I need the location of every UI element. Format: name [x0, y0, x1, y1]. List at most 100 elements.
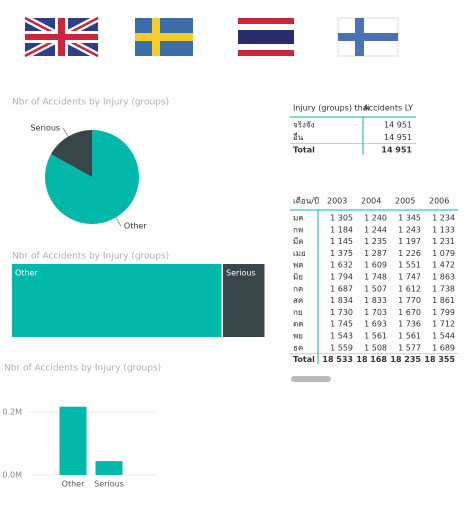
table-cell: 1 507: [364, 284, 387, 293]
table-cell: 1 738: [432, 284, 455, 293]
table-cell: สค: [293, 296, 303, 305]
table-cell: 1 799: [432, 308, 455, 317]
table-cell: 1 231: [432, 237, 455, 246]
table-cell: 1 670: [398, 308, 421, 317]
table-cell: 1 863: [432, 273, 455, 282]
table-cell: 1 226: [398, 249, 421, 258]
table-cell: 1 730: [330, 308, 353, 317]
table-cell: 1 145: [330, 237, 353, 246]
table-cell: พค: [293, 261, 304, 270]
table-cell: 1 375: [330, 249, 353, 258]
flag-sweden[interactable]: [135, 18, 193, 56]
table-cell: 1 689: [432, 343, 455, 352]
table-cell: 1 508: [364, 343, 387, 352]
chart-title: Nbr of Accidents by Injury (groups): [12, 98, 169, 108]
table-cell: 1 244: [364, 225, 387, 234]
table-header: เดือน/ปี: [293, 197, 319, 206]
table-cell: 1 133: [432, 225, 455, 234]
table-cell: 14 951: [384, 133, 412, 142]
table-cell: 1 687: [330, 284, 353, 293]
table-header: Injury (groups) thai: [293, 104, 370, 113]
table-header: 2006: [429, 197, 449, 206]
table-cell: 1 345: [398, 214, 421, 223]
table-cell: 14 951: [384, 121, 412, 130]
leader-line: [62, 127, 69, 137]
bar: [95, 461, 123, 475]
table-cell: 1 747: [398, 273, 421, 282]
table-cell: 1 770: [398, 296, 421, 305]
x-tick-label: Serious: [94, 480, 124, 489]
table-cell: 1 243: [398, 225, 421, 234]
table-header: 2005: [395, 197, 415, 206]
table-cell: 1 577: [398, 343, 421, 352]
table-cell: 1 703: [364, 308, 387, 317]
treemap-tile: [223, 264, 265, 337]
table-cell: 1 561: [364, 332, 387, 341]
table-cell: 1 287: [364, 249, 387, 258]
table-cell: ตค: [293, 320, 304, 329]
table-cell: 1 551: [398, 261, 421, 270]
table-cell: 1 861: [432, 296, 455, 305]
table-cell: 1 632: [330, 261, 353, 270]
table-cell: เมย: [293, 249, 306, 258]
table-cell: 1 794: [330, 273, 353, 282]
pie-slice: [50, 130, 92, 177]
table-cell: กค: [293, 284, 303, 293]
y-tick-label: 0.2M: [2, 407, 22, 416]
leader-line: [115, 217, 122, 227]
table-cell: มค: [293, 214, 304, 223]
tile-label: Serious: [226, 269, 256, 278]
chart-title: Nbr of Accidents by Injury (groups): [12, 252, 169, 262]
table-cell: 1 184: [330, 225, 353, 234]
table-cell: 1 559: [330, 343, 353, 352]
table-cell: 18 168: [356, 355, 387, 364]
table-header: Accidents LY: [363, 104, 413, 113]
table-cell: 1 305: [330, 214, 353, 223]
table-cell: 1 240: [364, 214, 387, 223]
table-cell: 1 712: [432, 320, 455, 329]
table-cell: 1 736: [398, 320, 421, 329]
scrollbar[interactable]: [291, 376, 331, 382]
table-cell: อื่น: [293, 131, 304, 142]
table-cell: 1 543: [330, 332, 353, 341]
table-cell: 1 834: [330, 296, 353, 305]
table-cell: 1 234: [432, 214, 455, 223]
x-tick-label: Other: [62, 480, 85, 489]
chart-title: Nbr of Accidents by Injury (groups): [4, 364, 161, 374]
flag-finland[interactable]: [337, 17, 399, 57]
flag-thailand[interactable]: [238, 18, 294, 56]
table-cell: จริงจัง: [293, 121, 315, 130]
table-cell: 1 197: [398, 237, 421, 246]
bar: [59, 406, 87, 475]
tile-label: Other: [15, 269, 38, 278]
table-cell: 14 951: [381, 146, 412, 155]
table-cell: 18 235: [390, 355, 421, 364]
table-cell: 1 609: [364, 261, 387, 270]
table-cell: มีค: [293, 237, 304, 246]
slice-label: Serious: [30, 123, 60, 132]
table-cell: 1 544: [432, 332, 455, 341]
table-cell: กพ: [293, 225, 303, 234]
table-cell: พย: [293, 332, 303, 341]
table-cell: 1 693: [364, 320, 387, 329]
table-header: 2003: [327, 197, 347, 206]
table-cell: Total: [293, 146, 315, 155]
y-tick-label: 0.0M: [2, 471, 22, 480]
table-cell: 1 833: [364, 296, 387, 305]
table-cell: 1 472: [432, 261, 455, 270]
table-cell: Total: [293, 355, 315, 364]
table-cell: 18 355: [424, 355, 455, 364]
table-cell: 1 745: [330, 320, 353, 329]
table-cell: 1 079: [432, 249, 455, 258]
flag-uk[interactable]: [23, 14, 100, 60]
table-cell: 1 748: [364, 273, 387, 282]
table-cell: กย: [293, 308, 303, 317]
table-cell: ธค: [293, 343, 303, 352]
slice-label: Other: [124, 222, 147, 231]
treemap-tile: [12, 264, 222, 337]
table-cell: 1 561: [398, 332, 421, 341]
table-cell: 1 235: [364, 237, 387, 246]
table-cell: 1 612: [398, 284, 421, 293]
table-header: 2004: [361, 197, 381, 206]
